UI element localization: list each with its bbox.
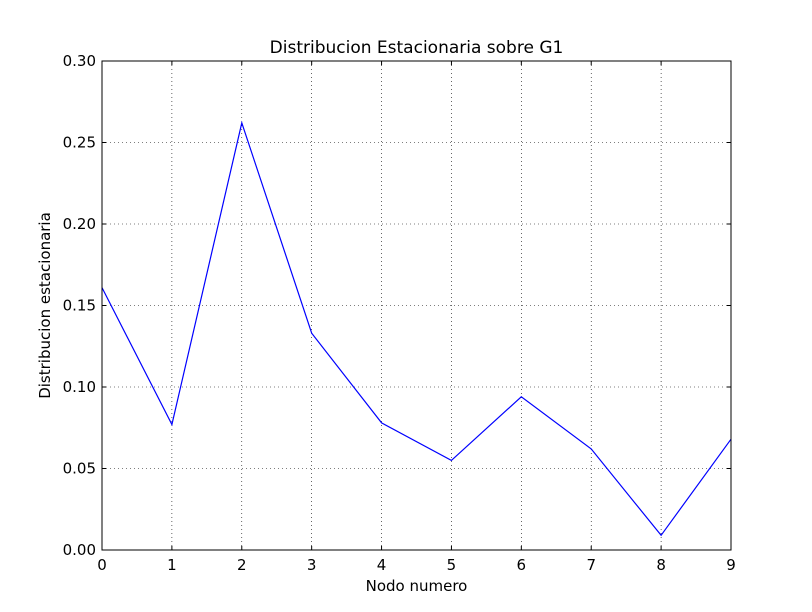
x-tick-label: 2: [237, 556, 247, 574]
y-tick-label: 0.30: [63, 52, 96, 70]
y-tick-label: 0.20: [63, 215, 96, 233]
y-tick-label: 0.25: [63, 134, 96, 152]
series-line: [101, 120, 732, 537]
x-tick-label: 5: [447, 556, 457, 574]
x-axis-label: Nodo numero: [366, 577, 468, 595]
y-tick-label: 0.00: [63, 541, 96, 559]
grid-layer: [101, 60, 732, 551]
tick-layer: 0 1 2 3 4 5 6 7 8 9 0.00 0.05 0.10 0.15 0.20 0.25 0.30: [63, 52, 736, 574]
y-axis-label: Distribucion estacionaria: [36, 212, 54, 399]
x-tick-label: 8: [656, 556, 666, 574]
y-tick-label: 0.05: [63, 460, 96, 478]
plot-frame: [101, 60, 732, 551]
x-tick-label: 1: [167, 556, 177, 574]
x-tick-label: 7: [586, 556, 596, 574]
y-tick-label: 0.15: [63, 297, 96, 315]
y-tick-label: 0.10: [63, 378, 96, 396]
x-tick-label: 9: [726, 556, 736, 574]
x-tick-label: 0: [97, 556, 107, 574]
x-tick-label: 3: [307, 556, 317, 574]
chart-title: Distribucion Estacionaria sobre G1: [270, 38, 564, 58]
x-tick-label: 6: [517, 556, 527, 574]
x-tick-label: 4: [377, 556, 387, 574]
series-layer: [101, 120, 732, 537]
